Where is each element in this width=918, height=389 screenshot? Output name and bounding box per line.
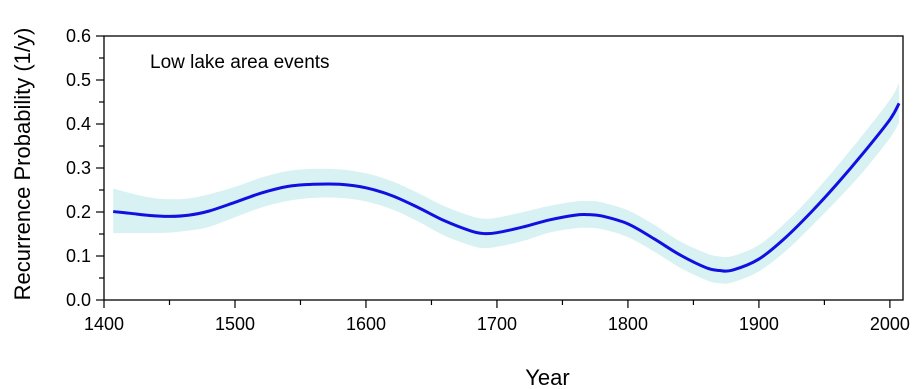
y-axis-title: Recurrence Probability (1/y)	[10, 28, 35, 301]
x-tick-label: 1600	[346, 314, 386, 334]
x-tick-label: 1400	[84, 314, 124, 334]
annotation-text: Low lake area events	[150, 52, 330, 73]
x-axis-title: Year	[525, 365, 569, 389]
x-tick-label: 1800	[608, 314, 648, 334]
x-tick-label: 1700	[477, 314, 517, 334]
plot-frame	[103, 35, 904, 301]
x-tick-label: 1900	[739, 314, 779, 334]
y-tick-label: 0.6	[66, 26, 91, 46]
y-tick-label: 0.2	[66, 202, 91, 222]
y-tick-label: 0.3	[66, 158, 91, 178]
confidence-band	[113, 83, 900, 284]
x-tick-label: 1500	[215, 314, 255, 334]
y-tick-label: 0.0	[66, 290, 91, 310]
series-line	[113, 102, 901, 273]
y-tick-label: 0.4	[66, 114, 91, 134]
y-tick-label: 0.1	[66, 246, 91, 266]
x-tick-label: 2000	[870, 314, 910, 334]
y-tick-label: 0.5	[66, 70, 91, 90]
